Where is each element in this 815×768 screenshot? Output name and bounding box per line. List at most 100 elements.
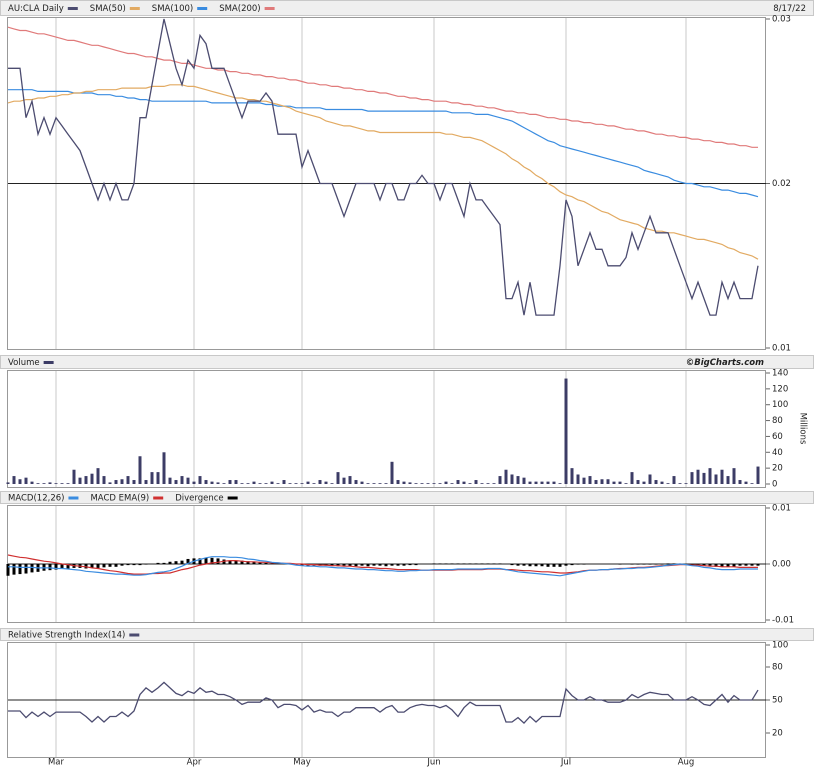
bar: [576, 564, 580, 565]
bar: [216, 558, 220, 564]
legend-label: Divergence: [175, 494, 223, 504]
y-tick-label: 60: [772, 432, 783, 442]
bar: [660, 481, 664, 484]
bar: [708, 468, 712, 484]
bar: [396, 480, 400, 484]
bar: [90, 564, 94, 568]
bar: [156, 562, 160, 564]
bar: [102, 476, 106, 484]
legend-label: Relative Strength Index(14): [8, 631, 125, 641]
bar: [534, 564, 538, 567]
bar: [438, 483, 442, 484]
bar: [330, 483, 334, 484]
bar: [444, 481, 448, 484]
bar: [378, 564, 382, 566]
bar: [210, 481, 214, 484]
bar: [492, 483, 496, 484]
y-tick-label: 0.03: [772, 15, 791, 25]
bar: [468, 483, 472, 484]
bar: [714, 564, 718, 567]
bar: [318, 480, 322, 484]
bar: [516, 564, 520, 566]
bar: [612, 481, 616, 484]
bar: [60, 564, 64, 569]
bar: [630, 472, 634, 484]
y-tick-label: 0.02: [772, 179, 791, 189]
bar: [672, 476, 676, 484]
y-tick-label: 0.01: [772, 344, 791, 354]
bar: [546, 564, 550, 567]
bar: [726, 476, 730, 484]
bar: [360, 564, 364, 566]
bar: [456, 480, 460, 484]
bar: [282, 480, 286, 484]
bar: [342, 477, 346, 484]
bar: [420, 483, 424, 484]
bar: [642, 564, 646, 565]
bar: [18, 479, 22, 484]
bar: [120, 479, 124, 484]
line: [8, 681, 759, 725]
bar: [438, 563, 442, 564]
bar: [690, 472, 694, 484]
bar: [90, 473, 94, 484]
bar: [6, 564, 10, 576]
bar: [564, 564, 568, 566]
bar: [756, 466, 760, 484]
bar: [474, 480, 478, 484]
y-tick-label: 50: [772, 696, 783, 706]
header-bar: [0, 628, 814, 641]
panel: [7, 370, 766, 488]
bar: [6, 482, 10, 484]
bar: [252, 561, 256, 564]
bar: [738, 564, 742, 566]
bar: [246, 561, 250, 564]
bar: [540, 481, 544, 484]
bar: [582, 564, 586, 565]
bar: [60, 483, 64, 484]
bar: [564, 378, 568, 484]
header-bar: [0, 0, 814, 16]
y-tick-label: 20: [772, 729, 783, 739]
bar: [588, 476, 592, 484]
bar: [288, 483, 292, 484]
bar: [426, 483, 430, 484]
bar: [660, 564, 664, 565]
bar: [30, 564, 34, 573]
bar: [66, 483, 70, 484]
bar: [726, 564, 730, 567]
bar: [540, 564, 544, 567]
bar: [594, 480, 598, 484]
bar: [210, 557, 214, 564]
bar: [12, 476, 16, 484]
bar: [216, 482, 220, 484]
bar: [744, 564, 748, 566]
bar: [732, 468, 736, 484]
y-tick-label: 20: [772, 464, 783, 474]
legend-label: AU:CLA Daily: [8, 4, 64, 14]
bar: [498, 476, 502, 484]
bar: [264, 483, 268, 484]
bar: [630, 564, 634, 565]
bar: [750, 564, 754, 566]
bar: [24, 477, 28, 484]
bar: [756, 564, 760, 566]
y-tick-label: 140: [772, 369, 788, 379]
line: [7, 26, 758, 148]
y-axis-label: Millions: [798, 413, 808, 445]
y-tick-label: 80: [772, 663, 783, 673]
bar: [108, 564, 112, 567]
bar: [228, 480, 232, 484]
bar: [702, 472, 706, 484]
bar: [378, 483, 382, 484]
bar: [144, 480, 148, 484]
bar: [372, 483, 376, 484]
bar: [396, 564, 400, 566]
bar: [120, 564, 124, 566]
bar: [180, 476, 184, 484]
y-tick-label: 100: [772, 641, 788, 651]
bar: [54, 483, 58, 484]
bar: [132, 480, 136, 484]
x-tick-label: Aug: [678, 758, 695, 768]
